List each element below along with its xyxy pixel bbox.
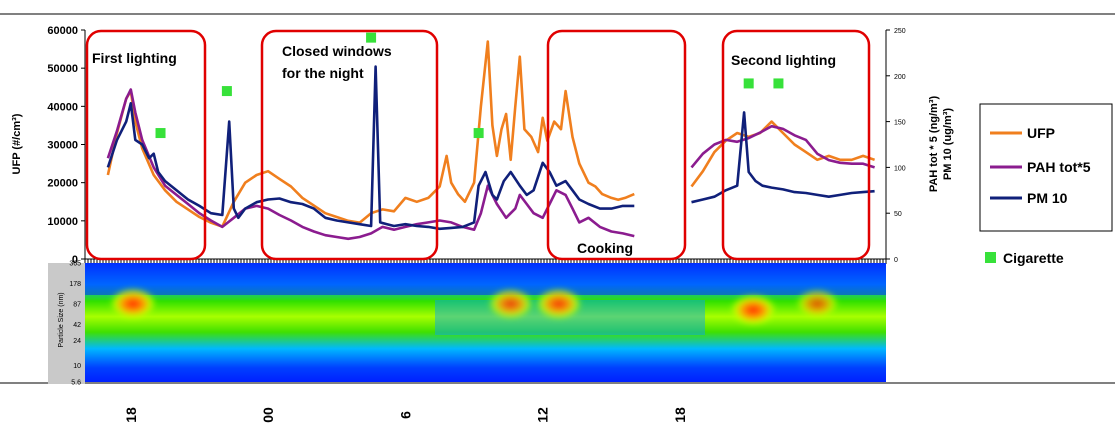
- second-lighting-box: [721, 29, 871, 261]
- series-layer: [106, 40, 876, 241]
- closed-windows-label: Closed windows: [282, 43, 392, 59]
- right-tick-label: 150: [894, 120, 906, 127]
- left-tick-label: 60000: [47, 25, 78, 37]
- cigarette-marker: [743, 78, 754, 89]
- first-lighting-label: First lighting: [92, 50, 177, 66]
- legend-label-pah: PAH tot*5: [1027, 159, 1091, 175]
- heatmap-label-strip: [48, 263, 85, 384]
- legend-label-pm10: PM 10: [1027, 190, 1068, 206]
- right-tick-label: 200: [894, 74, 906, 81]
- x-hour-label: 18: [123, 407, 139, 423]
- legend: UFP PAH tot*5 PM 10 Cigarette: [979, 103, 1113, 266]
- right-tick-label: 0: [894, 257, 898, 264]
- cooking-label: Cooking: [577, 240, 633, 256]
- left-tick-label: 30000: [47, 140, 78, 152]
- left-tick-label: 50000: [47, 63, 78, 75]
- left-axis-title: UFP (#/cm³): [11, 113, 23, 174]
- x-hour-label: 00: [260, 407, 276, 423]
- heatmap-hot-spot: [109, 287, 158, 320]
- left-tick-label: 10000: [47, 216, 78, 228]
- heatmap-top-shade: [85, 263, 886, 295]
- x-hour-label: 12: [535, 407, 551, 423]
- first-lighting-box: [85, 29, 207, 261]
- cooking-box: [546, 29, 687, 261]
- series-line-ufp: [106, 40, 635, 228]
- heatmap-tick-label: 5.6: [71, 380, 81, 387]
- legend-label-ufp: UFP: [1027, 125, 1055, 141]
- series-line-pm-10: [691, 111, 875, 204]
- x-hour-label: 18: [672, 407, 688, 423]
- right-tick-labels: 0 50 100 150 200 250: [886, 28, 906, 264]
- heatmap-axis-title: Particle Size (nm): [58, 292, 65, 347]
- closed-windows-box: [260, 29, 439, 261]
- series-line-pm-10: [106, 65, 635, 231]
- second-lighting-label: Second lighting: [731, 52, 836, 68]
- heatmap-hot-spot: [535, 288, 583, 320]
- heatmap-panel: Particle Size (nm) 5.6 10 24 42 87 178 365: [48, 261, 886, 387]
- heatmap-tick-label: 87: [73, 301, 81, 308]
- cigarette-markers: [155, 32, 784, 139]
- x-hour-labels: 18 00 6 12 18: [123, 407, 688, 423]
- heatmap-tick-labels: 5.6 10 24 42 87 178 365: [69, 261, 81, 387]
- legend-label-cigarette: Cigarette: [1003, 250, 1064, 266]
- heatmap-tick-label: 178: [69, 281, 81, 288]
- heatmap-tick-label: 42: [73, 322, 81, 329]
- right-tick-label: 250: [894, 28, 906, 35]
- series-line-ufp: [690, 120, 876, 188]
- for-the-night-label: for the night: [282, 65, 364, 81]
- left-tick-label: 20000: [47, 178, 78, 190]
- right-axis-title-2: PM 10 (ug/m³): [942, 108, 954, 180]
- legend-swatch-cigarette: [985, 252, 996, 263]
- left-tick-label: 0: [72, 254, 78, 266]
- heatmap-tick-label: 24: [73, 338, 81, 345]
- cigarette-marker: [155, 128, 166, 139]
- cigarette-marker: [773, 78, 784, 89]
- heatmap-tick-label: 365: [69, 261, 81, 268]
- heatmap-hot-spot: [729, 294, 778, 327]
- cigarette-marker: [366, 32, 377, 43]
- heatmap-hot-spot: [795, 289, 840, 319]
- cigarette-marker: [221, 86, 232, 97]
- x-hour-label: 6: [397, 411, 413, 419]
- left-tick-labels: 0 10000 20000 30000 40000 50000 60000: [47, 25, 85, 266]
- cigarette-marker: [473, 128, 484, 139]
- series-line-pah-tot-5: [106, 88, 635, 241]
- heatmap-hot-spot: [487, 288, 534, 320]
- right-tick-label: 50: [894, 211, 902, 218]
- left-tick-label: 40000: [47, 101, 78, 113]
- right-axis-title-1: PAH tot * 5 (ng/m³): [928, 95, 940, 192]
- right-tick-label: 100: [894, 165, 906, 172]
- heatmap-tick-label: 10: [73, 363, 81, 370]
